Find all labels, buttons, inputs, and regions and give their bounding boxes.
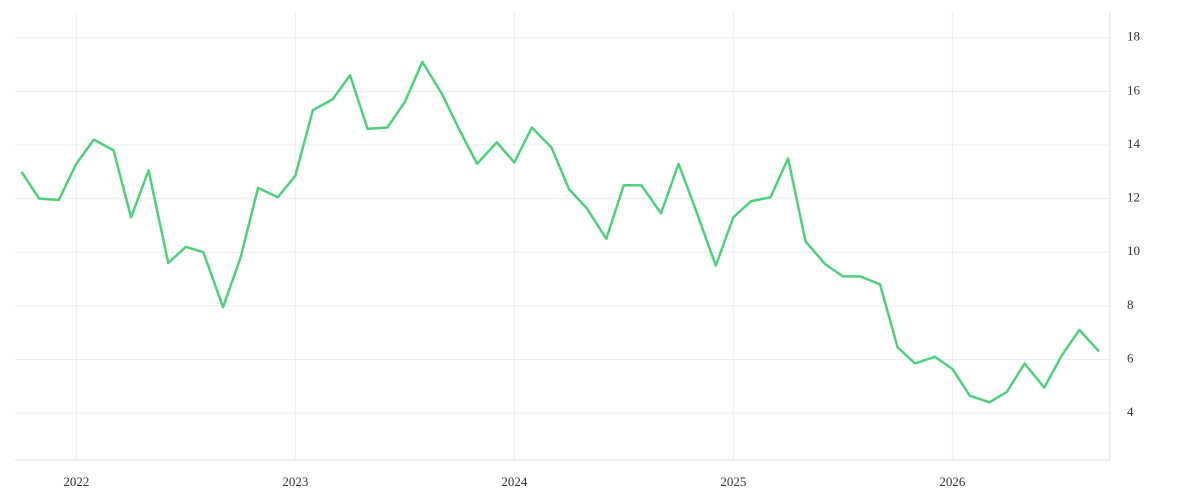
y-tick-label: 6 (1127, 350, 1134, 365)
x-tick-label: 2026 (939, 474, 966, 489)
y-tick-label: 4 (1127, 404, 1134, 419)
y-tick-label: 18 (1127, 29, 1140, 44)
y-tick-label: 8 (1127, 297, 1134, 312)
y-tick-label: 16 (1127, 82, 1141, 97)
data-line (20, 60, 1100, 404)
x-tick-label: 2024 (501, 474, 528, 489)
x-tick-label: 2022 (63, 474, 89, 489)
y-tick-label: 10 (1127, 243, 1140, 258)
x-tick-label: 2023 (282, 474, 308, 489)
y-tick-label: 12 (1127, 190, 1140, 205)
y-tick-label: 14 (1127, 136, 1141, 151)
x-tick-label: 2025 (720, 474, 746, 489)
